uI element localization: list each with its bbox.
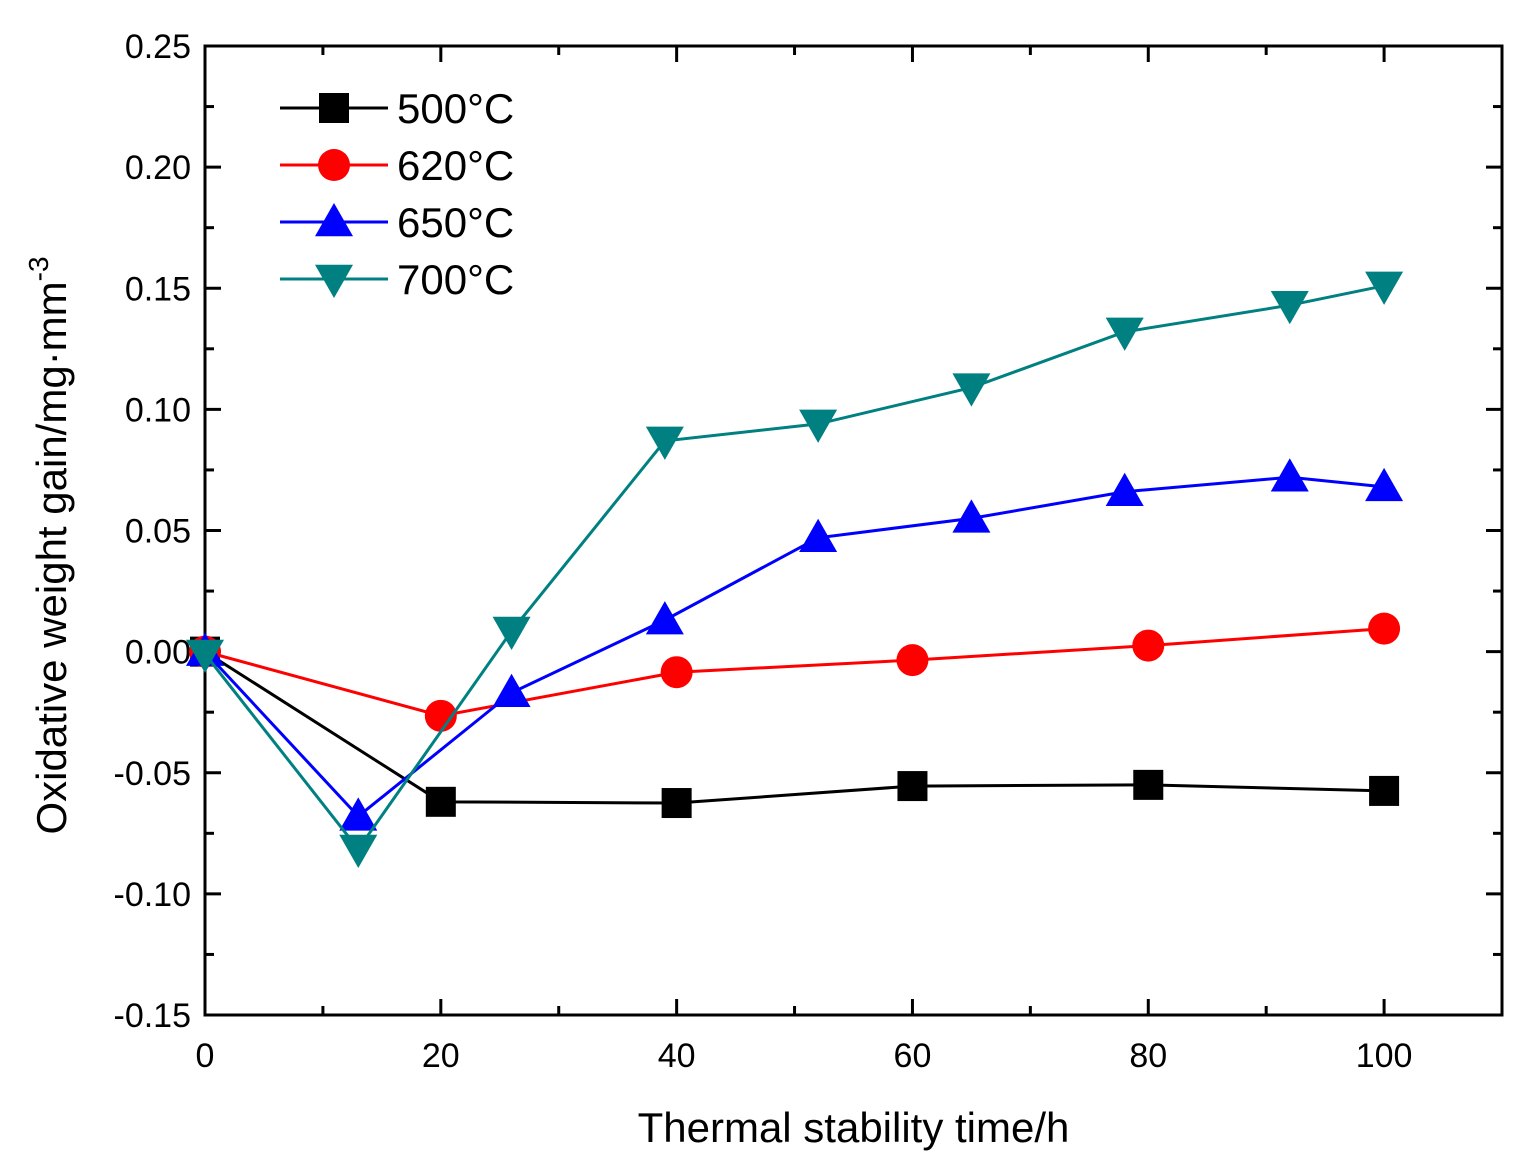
data-point [661,788,692,819]
data-point [896,644,929,677]
y-tick-label: -0.05 [114,755,192,793]
data-point [1369,775,1400,806]
legend-entry: 620°C [280,142,514,189]
data-point [186,639,224,674]
series-3 [186,271,1404,869]
data-point [424,699,457,732]
series-line [204,650,1385,805]
legend-label: 500°C [397,85,514,132]
x-tick-label: 60 [894,1037,932,1075]
legend-marker [315,203,353,237]
data-point [1105,472,1144,506]
data-point [799,409,838,443]
y-tick-label: 0.10 [125,391,191,429]
y-tick-label: -0.10 [114,876,192,914]
data-point [1365,271,1404,305]
y-axis-title: Oxidative weight gain/mg·mm-3 [23,256,75,834]
data-point [339,797,378,831]
x-tick-label: 20 [422,1037,460,1075]
data-point [645,601,684,635]
series-line [204,627,1385,718]
x-tick-label: 0 [196,1037,215,1075]
data-point [492,673,531,708]
data-point [1365,467,1404,502]
data-point [425,786,456,817]
data-point [952,373,991,407]
data-point [952,499,991,533]
legend: 500°C 620°C 650°C 700°C [280,85,514,303]
data-point [1270,290,1309,325]
data-point [897,771,928,802]
y-tick-label: -0.15 [114,997,192,1035]
data-point [339,834,378,869]
y-tick-label: 0.05 [125,513,191,551]
series-2 [186,458,1404,831]
legend-marker [319,93,349,123]
series-1 [189,612,1401,732]
legend-entry: 650°C [280,199,514,246]
data-point [1132,629,1165,662]
series-layer [186,271,1404,869]
legend-label: 700°C [397,256,514,303]
legend-label: 620°C [397,142,514,189]
legend-label: 650°C [397,199,514,246]
plot-frame [203,44,1504,1017]
data-point [645,426,684,460]
y-tick-label: 0.25 [125,28,191,66]
y-tick-label: 0.20 [125,149,191,187]
axes-layer: 0 20 40 60 80 100 -0.15 -0.10 -0.05 0.00 0.05 0.10 0… [114,28,1504,1075]
x-tick-label: 100 [1356,1037,1413,1075]
legend-marker [318,149,350,181]
data-point [1133,769,1164,800]
legend-marker [315,264,353,298]
data-point [660,656,693,689]
y-tick-label: 0.15 [125,270,191,308]
data-point [799,518,838,553]
x-tick-label: 80 [1129,1037,1167,1075]
legend-entry: 700°C [280,256,514,303]
data-point [1105,317,1144,351]
y-tick-label: 0.00 [125,634,191,672]
series-0 [190,636,1400,819]
legend-entry: 500°C [280,85,514,132]
data-point [1270,458,1309,492]
y-axis-title-main: Oxidative weight gain/mg·mm [28,281,75,834]
y-axis-title-superscript: -3 [23,256,54,281]
x-axis-title: Thermal stability time/h [638,1104,1070,1151]
x-tick-label: 40 [658,1037,696,1075]
data-point [492,616,531,651]
data-point [1368,612,1401,645]
